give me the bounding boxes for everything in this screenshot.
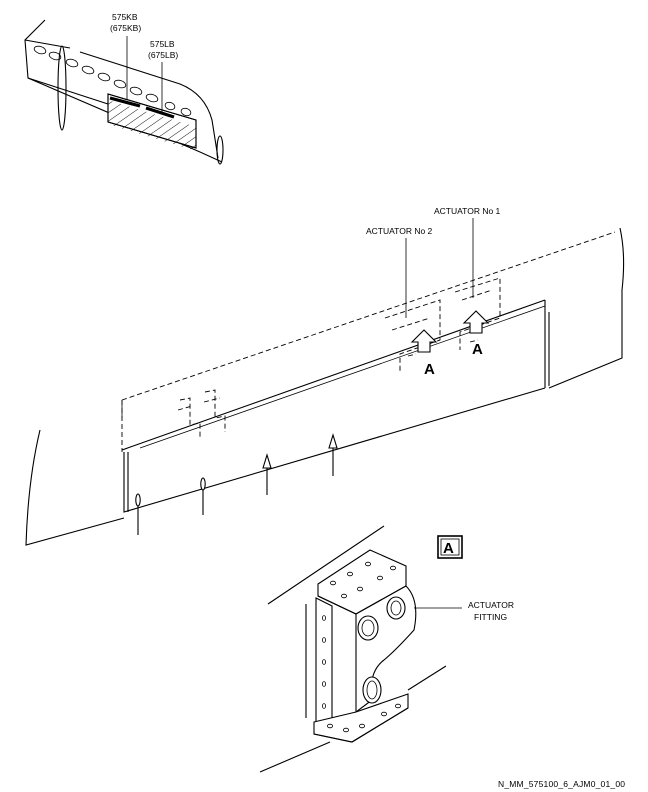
label-actuator-fitting-line2: FITTING xyxy=(474,612,507,622)
view-a-label-2: A xyxy=(472,341,483,358)
hidden-brackets-actuators xyxy=(384,277,501,372)
label-actuator-no2: ACTUATOR No 2 xyxy=(366,226,433,236)
part-575lb-bar xyxy=(145,106,175,119)
actuator-fitting-drawing xyxy=(259,525,462,773)
view-a-arrow-2 xyxy=(462,310,490,334)
hatched-flap-area xyxy=(108,100,196,151)
fitting-bolts-top xyxy=(329,561,396,599)
lug-bore-upper xyxy=(357,615,379,641)
label-575kb: 575KB xyxy=(112,12,138,22)
figure-reference: N_MM_575100_6_AJM0_01_00 xyxy=(498,779,625,789)
fitting-bolts-web xyxy=(321,615,326,709)
wing-locator-view xyxy=(24,19,224,165)
hidden-flap-edge xyxy=(121,231,616,401)
view-a-label-1: A xyxy=(424,361,435,378)
label-675lb: (675LB) xyxy=(148,50,178,60)
hidden-brackets-left xyxy=(177,389,226,438)
label-actuator-fitting-line1: ACTUATOR xyxy=(468,600,514,610)
flap-main-view xyxy=(25,218,625,546)
fitting-bolts-bottom xyxy=(326,703,401,733)
lug-bore-lower xyxy=(362,676,382,704)
engine-pylon-left xyxy=(57,45,67,131)
part-575kb-bar xyxy=(109,96,141,108)
view-a-arrow-1 xyxy=(410,329,438,353)
label-575lb: 575LB xyxy=(150,39,175,49)
hinge-fairings xyxy=(135,433,338,535)
label-actuator-no1: ACTUATOR No 1 xyxy=(434,206,501,216)
detail-a-label: A xyxy=(443,540,454,557)
label-675kb: (675KB) xyxy=(110,23,141,33)
slat-ovals xyxy=(33,45,192,117)
engine-pylon-right xyxy=(216,135,224,165)
detail-a-box xyxy=(437,535,463,559)
